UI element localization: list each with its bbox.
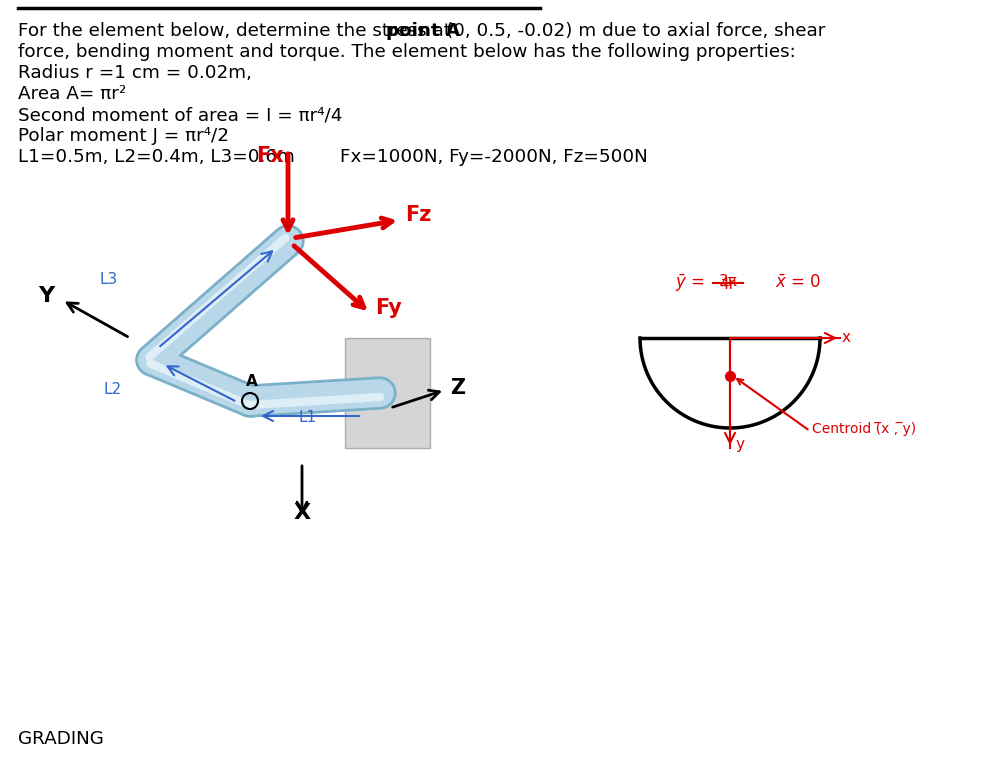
Text: Area A= πr²: Area A= πr²	[18, 85, 127, 103]
Text: (0, 0.5, -0.02) m due to axial force, shear: (0, 0.5, -0.02) m due to axial force, sh…	[440, 22, 826, 40]
Text: Y: Y	[38, 286, 54, 306]
Text: x: x	[842, 330, 851, 346]
Text: L1: L1	[299, 410, 317, 425]
Text: Fx: Fx	[256, 146, 284, 166]
Text: L2: L2	[104, 382, 122, 398]
Text: Second moment of area = I = πr⁴/4: Second moment of area = I = πr⁴/4	[18, 106, 342, 124]
Text: For the element below, determine the stress at: For the element below, determine the str…	[18, 22, 457, 40]
Text: Centroid (̅x , ̅y): Centroid (̅x , ̅y)	[812, 422, 916, 436]
Text: Z: Z	[450, 378, 466, 398]
Text: A: A	[246, 374, 258, 389]
Text: L1=0.5m, L2=0.4m, L3=0.6m: L1=0.5m, L2=0.4m, L3=0.6m	[18, 148, 295, 166]
Text: y: y	[735, 437, 744, 452]
Text: Radius r =1 cm = 0.02m,: Radius r =1 cm = 0.02m,	[18, 64, 252, 82]
Text: X: X	[293, 503, 310, 523]
Polygon shape	[345, 338, 430, 448]
Text: Fy: Fy	[375, 298, 402, 318]
Text: point A: point A	[386, 22, 461, 40]
Text: 3π: 3π	[719, 274, 738, 289]
Text: Fx=1000N, Fy=-2000N, Fz=500N: Fx=1000N, Fy=-2000N, Fz=500N	[340, 148, 648, 166]
Text: L3: L3	[100, 273, 118, 287]
Text: 4r: 4r	[719, 277, 735, 292]
Text: force, bending moment and torque. The element below has the following properties: force, bending moment and torque. The el…	[18, 43, 796, 61]
Text: $\bar{x}$ = 0: $\bar{x}$ = 0	[775, 274, 822, 292]
Text: $\bar{y}$ =: $\bar{y}$ =	[675, 273, 707, 293]
Text: Polar moment J = πr⁴/2: Polar moment J = πr⁴/2	[18, 127, 229, 145]
Text: Fz: Fz	[405, 205, 432, 225]
Text: GRADING: GRADING	[18, 730, 104, 748]
